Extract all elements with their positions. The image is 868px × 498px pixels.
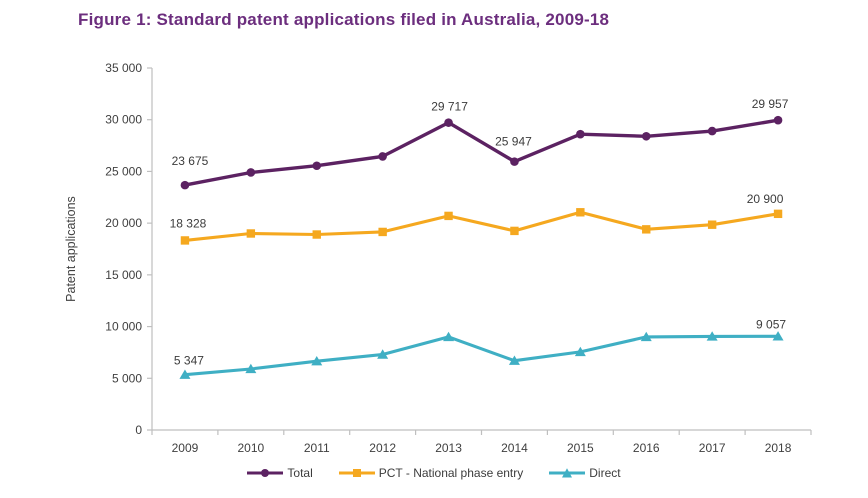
- square-marker-swatch-icon: [338, 469, 375, 477]
- data-point-marker: [312, 230, 321, 239]
- data-point-marker: [706, 331, 718, 341]
- data-point-marker: [311, 356, 323, 366]
- data-point-label: 9 057: [756, 317, 786, 331]
- series-line: [183, 210, 780, 242]
- data-point-marker: [773, 115, 783, 125]
- y-tick-label: 35 000: [105, 61, 142, 75]
- data-point-marker: [642, 225, 651, 234]
- legend-item-total: Total: [247, 466, 313, 480]
- data-point-marker: [246, 168, 256, 177]
- x-tick-label: 2017: [699, 441, 726, 455]
- y-tick-label: 5 000: [112, 371, 142, 385]
- data-point-label: 29 957: [752, 97, 789, 111]
- data-point-marker: [180, 236, 190, 245]
- y-tick-label: 15 000: [105, 268, 142, 282]
- y-tick-label: 0: [135, 423, 142, 437]
- data-point-marker: [510, 157, 519, 166]
- data-point-marker: [772, 331, 784, 341]
- x-tick-label: 2010: [237, 441, 264, 455]
- x-tick-label: 2018: [765, 441, 792, 455]
- legend-label: PCT - National phase entry: [378, 466, 524, 480]
- series-direct: 5 347 9 057: [174, 317, 786, 379]
- data-point-marker: [444, 118, 453, 127]
- data-point-marker: [773, 209, 783, 219]
- x-tick-label: 2009: [172, 441, 199, 455]
- data-point-marker: [312, 161, 322, 171]
- x-tick-label: 2013: [435, 441, 462, 455]
- data-point-label: 29 717: [431, 100, 468, 114]
- legend-item-direct: Direct: [549, 466, 621, 480]
- data-point-marker: [378, 152, 387, 161]
- data-point-marker: [444, 211, 453, 221]
- legend-marker: [352, 469, 361, 477]
- data-point-marker: [641, 131, 651, 141]
- y-axis-title: Patent applications: [64, 196, 78, 302]
- series-pct-national-phase-entry: 18 328 20 900: [170, 192, 784, 245]
- x-tick-label: 2012: [369, 441, 396, 455]
- legend-marker: [261, 469, 270, 477]
- figure-title: Figure 1: Standard patent applications f…: [78, 10, 610, 29]
- chart-legend: Total PCT - National phase entry Direct: [0, 466, 868, 480]
- legend-item-pct-national-phase-entry: PCT - National phase entry: [338, 466, 524, 480]
- circle-marker-swatch-icon: [247, 469, 284, 477]
- data-point-marker: [576, 208, 585, 217]
- data-point-marker: [707, 220, 717, 229]
- legend-label: Total: [287, 466, 313, 480]
- y-tick-label: 25 000: [105, 164, 142, 178]
- x-tick-label: 2011: [304, 441, 330, 455]
- data-point-marker: [640, 331, 652, 342]
- data-point-label: 18 328: [170, 216, 207, 230]
- data-point-label: 23 675: [172, 154, 209, 168]
- data-point-marker: [377, 349, 389, 359]
- legend-label: Direct: [589, 466, 621, 480]
- data-point-label: 5 347: [174, 354, 204, 368]
- axes: 0 5 000 10 000 15 000 20 000 25 000 30 000 35 0…: [64, 61, 812, 455]
- y-tick-label: 20 000: [105, 216, 142, 230]
- series-total: 23 675 29 717 25 947 29 957: [172, 97, 789, 190]
- x-tick-label: 2014: [501, 441, 528, 455]
- y-tick-label: 10 000: [105, 320, 142, 334]
- x-tick-label: 2015: [567, 441, 594, 455]
- series-line: [183, 334, 780, 377]
- data-point-marker: [707, 126, 717, 136]
- data-point-marker: [510, 226, 519, 236]
- data-point-marker: [443, 331, 455, 342]
- data-point-marker: [508, 355, 520, 365]
- data-point-marker: [378, 227, 387, 237]
- data-point-label: 20 900: [747, 192, 784, 206]
- series-line: [183, 118, 780, 187]
- data-point-marker: [245, 363, 257, 374]
- data-point-marker: [180, 180, 190, 190]
- data-point-marker: [576, 129, 585, 139]
- x-tick-label: 2016: [633, 441, 660, 455]
- legend-marker: [562, 468, 573, 478]
- data-point-marker: [574, 346, 586, 357]
- data-point-marker: [246, 229, 256, 238]
- triangle-marker-swatch-icon: [549, 468, 586, 478]
- y-tick-label: 30 000: [105, 113, 142, 127]
- data-point-label: 25 947: [495, 135, 532, 149]
- data-point-marker: [179, 369, 191, 379]
